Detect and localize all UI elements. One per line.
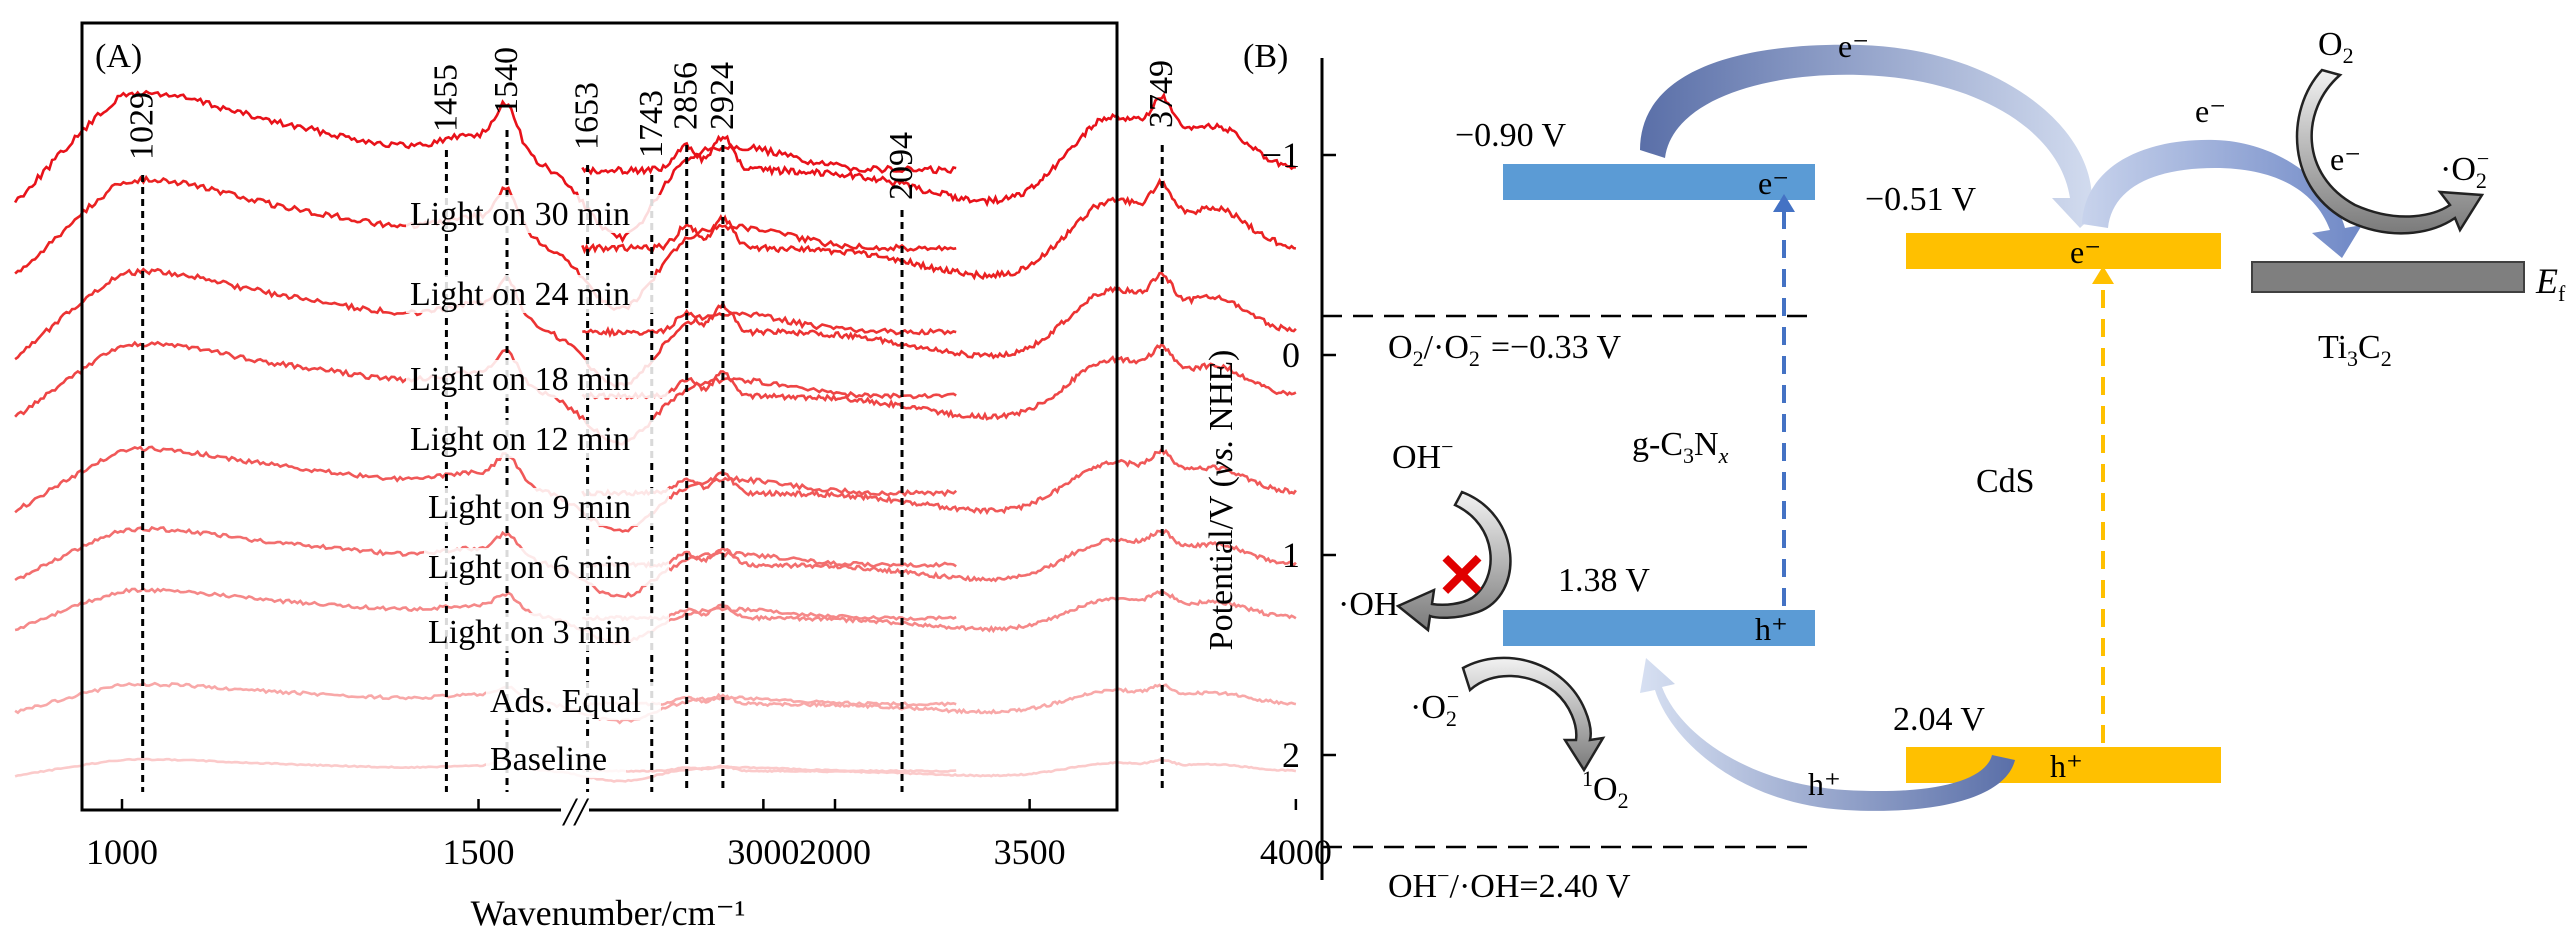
x-tick-label: 2000 <box>799 832 871 872</box>
panel-b-label: (B) <box>1243 38 1288 75</box>
transfer-electron-label-1: e⁻ <box>1838 28 1869 64</box>
potential-axis-ticks: −1 0 1 2 <box>1262 135 1336 775</box>
series-label: Light on 6 min <box>428 549 631 586</box>
ti3c2-fermi-bar <box>2251 261 2525 293</box>
transfer-electron-label-2: e⁻ <box>2195 93 2226 129</box>
series-label-background <box>424 488 669 526</box>
series-label-background <box>424 613 669 651</box>
panel-a-frame <box>80 21 1119 812</box>
series-label-background <box>406 420 669 458</box>
peak-label: 3749 <box>1143 60 1180 128</box>
gcn-valence-band <box>1503 610 1815 646</box>
spectrum-line <box>14 681 1297 725</box>
oh-level-label: OH−/·OH=2.40 V <box>1388 863 1631 905</box>
series-label-background <box>486 740 626 778</box>
panel-a-label: (A) <box>95 38 142 75</box>
cds-vb-hole: h⁺ <box>2050 748 2083 784</box>
o2-level-label: O2/·O2− =−0.33 V <box>1388 324 1622 371</box>
spectrum-line <box>14 587 1297 645</box>
cds-vb-potential: 2.04 V <box>1893 701 1985 738</box>
peak-label: 1540 <box>488 47 525 115</box>
potential-tick-label: 1 <box>1282 535 1300 575</box>
peak-label: 2094 <box>883 132 920 200</box>
peak-label: 1029 <box>124 92 161 160</box>
gcn-vb-potential: 1.38 V <box>1558 562 1650 599</box>
panel-b: (B) −1 0 1 2 Potential/V (vs. NHE) O2/·O2− … <box>1203 26 2566 905</box>
oh-minus-species: OH− <box>1392 434 1454 476</box>
o2-species: O2 <box>2318 26 2354 68</box>
ti3c2-fermi-label: Ef <box>2535 261 2566 306</box>
series-label: Light on 12 min <box>410 421 630 458</box>
superoxide-species: ·O2− <box>1410 684 1459 731</box>
series-label: Light on 30 min <box>410 196 630 233</box>
spectrum-line <box>13 89 1297 244</box>
x-tick-label: 3000 <box>727 832 799 872</box>
peak-label: 2924 <box>704 62 741 130</box>
gcn-vb-hole: h⁺ <box>1755 611 1788 647</box>
series-label-background <box>406 275 669 313</box>
electron-transfer-arrow-gcn-cds <box>1640 44 2112 228</box>
series-labels: Light on 30 min Light on 24 min Light on 1… <box>406 195 669 778</box>
singlet-oxygen-arrow <box>1461 656 1606 773</box>
axis-break-mark: // <box>561 789 590 834</box>
potential-axis-label: Potential/V (vs. NHE) <box>1203 350 1240 651</box>
gcn-name: g-C3Nx <box>1632 426 1729 468</box>
series-label: Light on 18 min <box>410 361 630 398</box>
hole-transfer-label: h⁺ <box>1808 766 1841 802</box>
peak-label: 1653 <box>569 82 606 150</box>
o2-reduction-electron: e⁻ <box>2330 141 2361 177</box>
peak-label: 1743 <box>633 90 670 158</box>
potential-tick-label: −1 <box>1262 135 1300 175</box>
cds-name: CdS <box>1976 463 2035 500</box>
potential-tick-label: 2 <box>1282 735 1300 775</box>
series-label-background <box>424 548 669 586</box>
electron-transfer-arrow-cds-ti3c2 <box>2082 139 2362 258</box>
gcn-cb-potential: −0.90 V <box>1455 117 1567 154</box>
x-tick-label: 3500 <box>994 832 1066 872</box>
ti3c2-name: Ti3C2 <box>2318 329 2392 371</box>
oh-radical-product: ·OH <box>1338 586 1398 623</box>
cds-valence-band <box>1906 747 2221 783</box>
oh-blocked-mark: ✕ <box>1436 543 1488 611</box>
singlet-oxygen-product: 1O2 <box>1582 766 1629 813</box>
axis-break-symbol: // <box>562 789 590 834</box>
series-label: Light on 9 min <box>428 489 631 526</box>
hole-transfer-arrow <box>1640 658 2015 811</box>
cds-excitation-arrowhead <box>2092 266 2114 284</box>
series-label-background <box>486 682 661 720</box>
cds-cb-potential: −0.51 V <box>1865 181 1977 218</box>
x-tick-label: 1000 <box>86 832 158 872</box>
cds-cb-electron: e⁻ <box>2070 234 2101 270</box>
gcn-excitation-arrowhead <box>1773 194 1795 212</box>
potential-tick-label: 0 <box>1282 335 1300 375</box>
peak-label: 2856 <box>668 62 705 130</box>
x-tick-label: 4000 <box>1260 832 1332 872</box>
series-label: Light on 24 min <box>410 276 630 313</box>
x-tick-label: 1500 <box>443 832 515 872</box>
series-label: Ads. Equal <box>490 683 641 720</box>
oh-oxidation-arrow <box>1395 490 1512 633</box>
spectrum-line <box>14 757 1297 783</box>
spectra-group <box>13 89 1297 783</box>
peak-labels: 1029 1455 1540 1653 1743 2094 2856 2924 3749 <box>124 47 1181 200</box>
series-label: Baseline <box>490 741 607 778</box>
x-axis-label: Wavenumber/cm⁻¹ <box>471 893 746 933</box>
gcn-conduction-band <box>1503 164 1815 200</box>
o2-radical-product: ·O2− <box>2440 146 2489 193</box>
series-label-background <box>406 360 669 398</box>
series-label: Light on 3 min <box>428 614 631 651</box>
series-label-background <box>406 195 669 233</box>
cds-conduction-band <box>1906 233 2221 269</box>
peak-label: 1455 <box>427 64 464 132</box>
o2-reduction-arrow <box>2295 68 2485 235</box>
spectrum-line <box>14 445 1297 533</box>
